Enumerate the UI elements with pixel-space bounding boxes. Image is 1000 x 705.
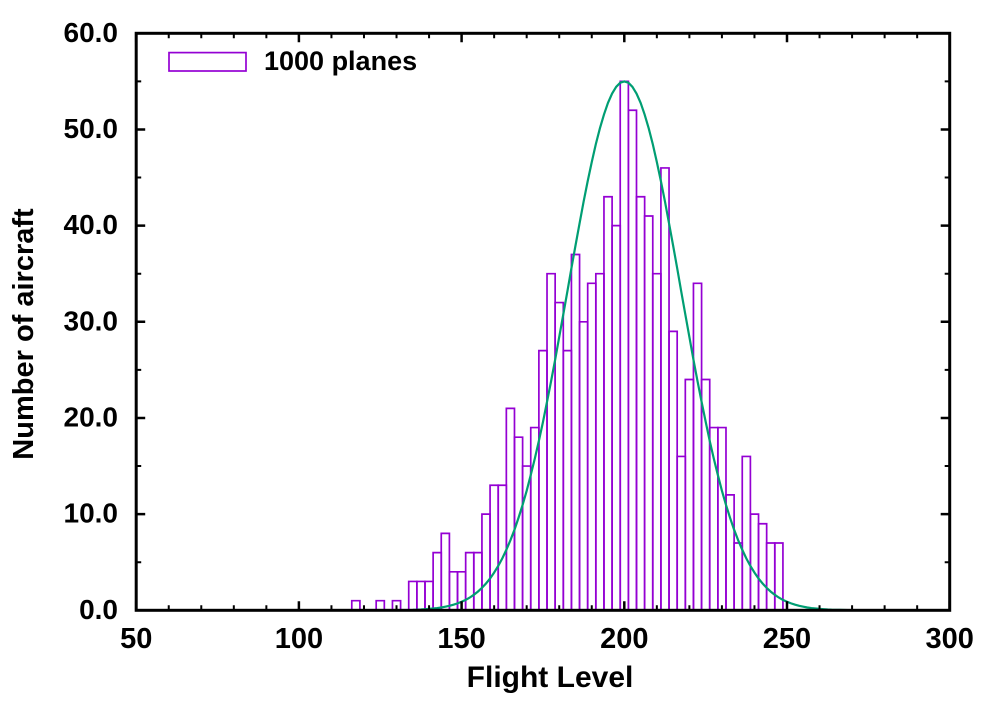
svg-text:20.0: 20.0 xyxy=(64,402,119,433)
svg-text:40.0: 40.0 xyxy=(64,209,119,240)
svg-text:50: 50 xyxy=(120,623,152,655)
svg-text:0.0: 0.0 xyxy=(79,594,118,625)
svg-text:30.0: 30.0 xyxy=(64,305,119,336)
svg-text:Flight Level: Flight Level xyxy=(467,661,634,694)
svg-text:200: 200 xyxy=(600,623,648,655)
svg-text:250: 250 xyxy=(763,623,811,655)
svg-text:50.0: 50.0 xyxy=(64,113,119,144)
svg-text:1000 planes: 1000 planes xyxy=(264,46,417,76)
svg-text:100: 100 xyxy=(275,623,323,655)
svg-text:150: 150 xyxy=(437,623,485,655)
svg-text:300: 300 xyxy=(926,623,974,655)
svg-text:60.0: 60.0 xyxy=(64,17,119,48)
svg-text:Number of aircraft: Number of aircraft xyxy=(8,208,40,460)
svg-text:10.0: 10.0 xyxy=(64,498,119,529)
